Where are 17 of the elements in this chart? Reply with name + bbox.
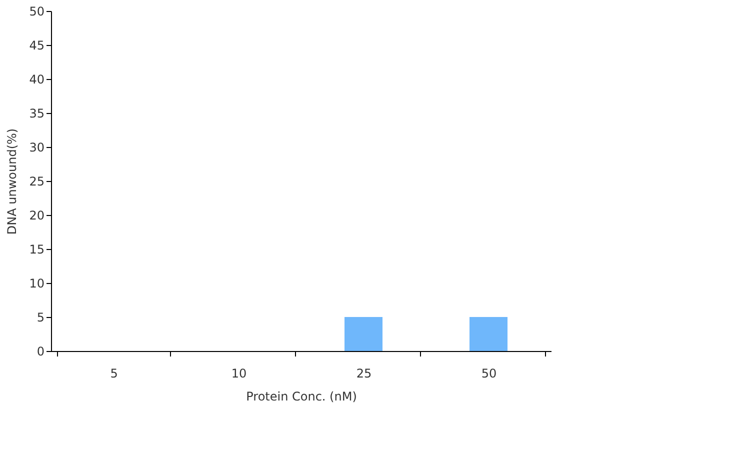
y-tick-label: 5: [36, 310, 44, 324]
y-tick-label: 40: [29, 72, 44, 86]
x-tick-label: 10: [231, 366, 247, 380]
x-axis-title: Protein Conc. (nM): [246, 390, 357, 404]
y-tick-label: 0: [36, 344, 44, 358]
y-tick-label: 15: [29, 242, 44, 256]
y-tick-label: 45: [29, 38, 44, 52]
y-tick-label: 30: [29, 140, 44, 154]
y-tick-label: 35: [29, 106, 44, 120]
y-tick-label: 20: [29, 208, 44, 222]
y-axis-title: DNA unwound(%): [5, 128, 20, 235]
y-tick-label: 25: [29, 174, 44, 188]
x-tick-label: 5: [110, 366, 118, 380]
x-tick-label: 50: [481, 366, 497, 380]
x-tick-label: 25: [356, 366, 372, 380]
y-tick-label: 10: [29, 276, 44, 290]
y-tick-label: 50: [29, 4, 44, 18]
